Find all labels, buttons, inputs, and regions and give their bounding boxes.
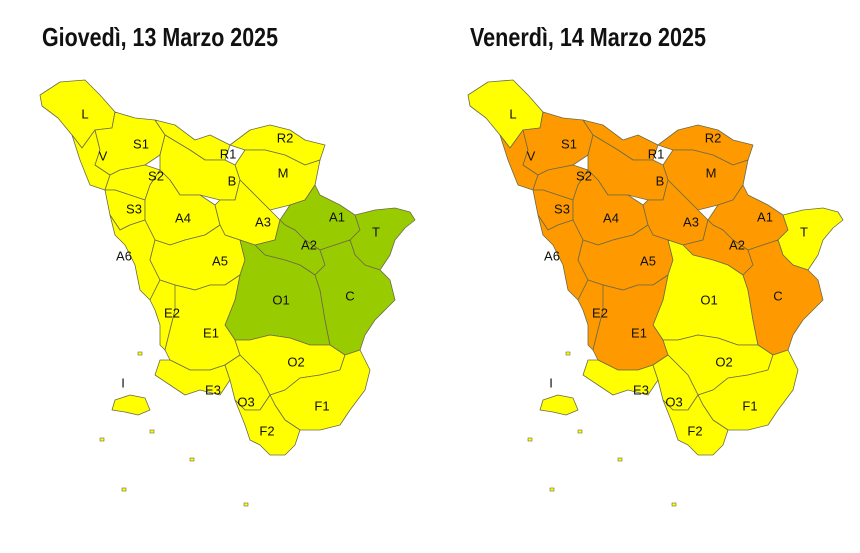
zone-label: T (372, 224, 380, 239)
zone-label: F2 (259, 423, 274, 438)
islet (549, 487, 555, 492)
zone-label: R2 (277, 130, 294, 145)
zone-label: B (228, 173, 237, 188)
zone (662, 394, 729, 456)
map: Giovedì, 13 Marzo 2025 L V S1 R1 R2 M B S2 S3 A4 A3… (39, 22, 416, 507)
map: Venerdì, 14 Marzo 2025 L V S1 R1 R2 M B S2 S3 A4 A3… (467, 22, 844, 507)
zone-label: F1 (314, 398, 329, 413)
zone-label: E2 (164, 305, 180, 320)
zone-label: I (121, 375, 125, 390)
islet (243, 502, 249, 507)
zone-label: S3 (126, 201, 142, 216)
islet (121, 487, 127, 492)
zone-label: S2 (148, 168, 164, 183)
zone-label: O1 (272, 292, 289, 307)
zone-label: C (773, 288, 782, 303)
zone-label: E1 (631, 325, 647, 340)
zone-label: O3 (237, 394, 254, 409)
zone-label: A3 (255, 214, 271, 229)
zone-label: O2 (287, 354, 304, 369)
islet (671, 502, 677, 507)
zone-label: L (509, 106, 516, 121)
zone (234, 394, 301, 456)
zone-label: V (99, 148, 108, 163)
islet (527, 437, 533, 442)
zone-label: O2 (715, 354, 732, 369)
map-title: Venerdì, 14 Marzo 2025 (470, 22, 706, 52)
islet (99, 437, 105, 442)
zone-label: A5 (640, 253, 656, 268)
zone-label: A2 (301, 237, 317, 252)
zone-label: O1 (700, 292, 717, 307)
zone (154, 359, 231, 396)
zone (742, 239, 824, 356)
zone-label: L (81, 106, 88, 121)
zone-label: S1 (561, 136, 577, 151)
zone-label: S3 (554, 201, 570, 216)
zone-label: S1 (133, 136, 149, 151)
islet (149, 429, 155, 434)
zone-label: A6 (544, 248, 560, 263)
zone-label: S2 (576, 168, 592, 183)
map-title: Giovedì, 13 Marzo 2025 (42, 22, 278, 52)
zone (111, 394, 151, 416)
zone-label: M (706, 165, 717, 180)
zone-label: E3 (633, 382, 649, 397)
zone-label: A5 (212, 253, 228, 268)
zone-label: C (345, 288, 354, 303)
zone-label: F1 (742, 398, 757, 413)
zone-label: R2 (705, 130, 722, 145)
islet (617, 457, 623, 462)
zone-label: E2 (592, 305, 608, 320)
zone (539, 394, 579, 416)
zone-label: A1 (757, 209, 773, 224)
zone-label: A1 (329, 209, 345, 224)
zone-label: V (527, 148, 536, 163)
zone-label: R1 (220, 146, 237, 161)
zone-label: M (278, 165, 289, 180)
zone-label: A2 (729, 237, 745, 252)
zone-label: A3 (683, 214, 699, 229)
zone-label: E3 (205, 382, 221, 397)
islet (137, 351, 143, 356)
zone-label: E1 (203, 325, 219, 340)
zone (314, 239, 396, 356)
zone (582, 359, 659, 396)
islet (565, 351, 571, 356)
zone-label: A4 (175, 210, 191, 225)
zone-label: F2 (687, 423, 702, 438)
islet (577, 429, 583, 434)
zone-label: O3 (665, 394, 682, 409)
zone-label: R1 (648, 146, 665, 161)
zone-label: B (656, 173, 665, 188)
zone-label: A6 (116, 248, 132, 263)
zone-label: T (800, 224, 808, 239)
zone-label: I (549, 375, 553, 390)
islet (189, 457, 195, 462)
zone-label: A4 (603, 210, 619, 225)
